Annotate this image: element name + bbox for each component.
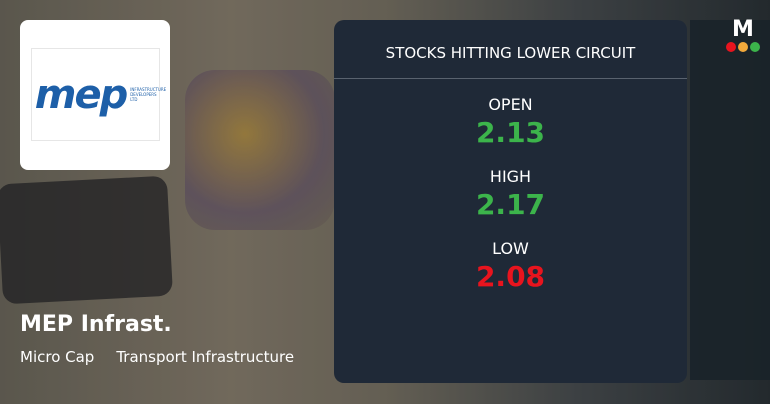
price-card: STOCKS HITTING LOWER CIRCUIT OPEN 2.13 HI… — [334, 20, 687, 383]
company-name: MEP Infrast. — [20, 312, 172, 337]
low-section: LOW 2.08 — [334, 239, 687, 293]
high-value: 2.17 — [475, 188, 546, 221]
brand-letter: M — [732, 17, 754, 42]
company-logo-card: mep INFRASTRUCTURE DEVELOPERS LTD — [20, 20, 170, 170]
logo-subtext: INFRASTRUCTURE DEVELOPERS LTD — [130, 87, 167, 102]
open-label: OPEN — [488, 95, 533, 114]
open-section: OPEN 2.13 — [334, 95, 687, 149]
logo-text: mep — [34, 71, 128, 118]
background-jar — [185, 70, 335, 230]
orange-dot-icon — [738, 42, 748, 52]
high-section: HIGH 2.17 — [334, 167, 687, 221]
market-cap-tag: Micro Cap — [20, 348, 95, 366]
company-tags: Micro Cap Transport Infrastructure — [20, 348, 294, 366]
sector-tag: Transport Infrastructure — [116, 348, 295, 366]
background-chart — [690, 20, 770, 380]
card-title: STOCKS HITTING LOWER CIRCUIT — [334, 20, 687, 79]
green-dot-icon — [750, 42, 760, 52]
high-label: HIGH — [489, 167, 532, 186]
low-value: 2.08 — [475, 260, 546, 293]
brand-logo: M — [723, 17, 763, 52]
low-label: LOW — [492, 239, 529, 258]
open-value: 2.13 — [475, 116, 546, 149]
red-dot-icon — [726, 42, 736, 52]
company-logo: mep INFRASTRUCTURE DEVELOPERS LTD — [31, 48, 167, 141]
